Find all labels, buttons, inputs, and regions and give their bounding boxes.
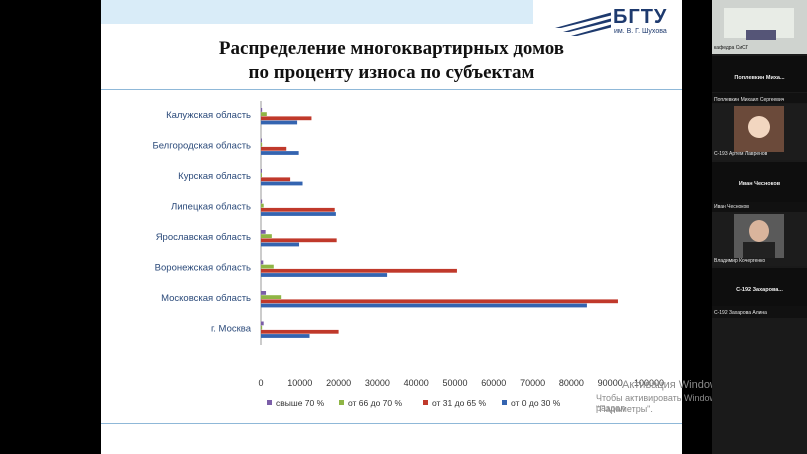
bar bbox=[261, 242, 300, 247]
bar bbox=[261, 112, 267, 116]
title-divider bbox=[101, 89, 682, 90]
bar bbox=[261, 230, 266, 234]
bar bbox=[261, 181, 303, 186]
bar bbox=[261, 334, 310, 338]
bar bbox=[261, 260, 264, 265]
participant-name: Поплевкин Михаил Сергеевич bbox=[714, 97, 785, 103]
participant-tile[interactable]: Поплевкин Миха... bbox=[712, 56, 807, 92]
legend-label: от 0 до 30 % bbox=[511, 398, 561, 408]
category-label: Липецкая область bbox=[171, 202, 251, 213]
participant-tile[interactable]: Иван Чесноков bbox=[712, 202, 807, 212]
category-label: Московская область bbox=[161, 293, 251, 304]
category-label: г. Москва bbox=[211, 324, 252, 335]
bar bbox=[261, 273, 388, 277]
bar bbox=[261, 303, 587, 308]
bar bbox=[261, 207, 335, 212]
bar bbox=[261, 169, 262, 173]
logo-subtitle: им. В. Г. Шухова bbox=[614, 28, 667, 35]
participant-name: С-193 Артем Лавренов bbox=[714, 151, 768, 157]
participants-panel[interactable]: кафедра СиСГ Поплевкин Миха... Поплевкин… bbox=[712, 0, 807, 454]
bar bbox=[261, 116, 312, 121]
slide-title-line-1: Распределение многоквартирных домов bbox=[218, 38, 565, 59]
participant-title: Иван Чесноков bbox=[738, 181, 781, 187]
legend-label: от 31 до 65 % bbox=[432, 398, 486, 408]
bar bbox=[261, 325, 263, 330]
logo-area bbox=[533, 0, 682, 40]
participant-name: кафедра СиСГ bbox=[714, 45, 749, 51]
logo-stripes-icon bbox=[555, 12, 611, 36]
participant-title: Поплевкин Миха... bbox=[734, 75, 785, 81]
bar bbox=[261, 173, 262, 177]
avatar bbox=[734, 214, 784, 258]
bar bbox=[261, 268, 457, 273]
x-tick-label: 60000 bbox=[481, 378, 506, 388]
x-tick-label: 90000 bbox=[598, 378, 623, 388]
legend-swatch bbox=[502, 400, 507, 405]
legend-swatch bbox=[423, 400, 428, 405]
participant-tile[interactable]: С-192 Захарова... bbox=[712, 268, 807, 306]
x-tick-label: 40000 bbox=[404, 378, 429, 388]
bar bbox=[261, 199, 263, 204]
activation-watermark-title: Активация Windows bbox=[622, 379, 724, 391]
x-tick-label: 50000 bbox=[442, 378, 467, 388]
bar bbox=[261, 203, 264, 208]
avatar bbox=[734, 106, 784, 152]
presentation-slide: БГТУ им. В. Г. Шухова Распределение мног… bbox=[101, 0, 682, 454]
footer-divider bbox=[101, 423, 682, 424]
bar bbox=[261, 142, 263, 147]
participant-tile[interactable]: С-192 Захарова Алина bbox=[712, 306, 807, 318]
participant-name: Владимир Кочергенко bbox=[714, 258, 766, 264]
category-label: Калужская область bbox=[166, 110, 251, 121]
category-label: Ярославская область bbox=[156, 232, 251, 243]
participant-video[interactable]: Владимир Кочергенко bbox=[712, 212, 807, 266]
participant-tile[interactable]: Иван Чесноков bbox=[712, 162, 807, 202]
slide-title-line-2: по проценту износа по субъектам bbox=[248, 62, 535, 83]
bar bbox=[261, 177, 291, 182]
category-label: Воронежская область bbox=[155, 263, 251, 274]
category-label: Курская область bbox=[178, 171, 251, 182]
x-tick-label: 0 bbox=[258, 378, 263, 388]
participant-name: С-192 Захарова Алина bbox=[714, 310, 767, 316]
bar bbox=[261, 120, 298, 125]
x-tick-label: 10000 bbox=[287, 378, 312, 388]
bar bbox=[261, 295, 282, 299]
bar-chart: Калужская область Белгородская область Кур… bbox=[152, 101, 664, 408]
bar bbox=[261, 108, 263, 112]
participant-video[interactable]: С-193 Артем Лавренов bbox=[712, 104, 807, 160]
legend-label: от 66 до 70 % bbox=[348, 398, 402, 408]
participant-title: С-192 Захарова... bbox=[736, 287, 783, 293]
activation-watermark-line: Чтобы активировать Windows, перейдите в … bbox=[596, 393, 777, 413]
bar bbox=[261, 146, 287, 151]
bar bbox=[261, 238, 337, 243]
x-tick-label: 70000 bbox=[520, 378, 545, 388]
logo-name: БГТУ bbox=[613, 6, 668, 28]
participant-name: Иван Чесноков bbox=[714, 204, 749, 210]
bar bbox=[261, 151, 299, 155]
legend-swatch bbox=[267, 400, 272, 405]
bar bbox=[261, 234, 272, 238]
bar bbox=[261, 264, 274, 269]
x-tick-label: 20000 bbox=[326, 378, 351, 388]
x-tick-label: 80000 bbox=[559, 378, 584, 388]
legend-label: свыше 70 % bbox=[276, 398, 325, 408]
bar bbox=[261, 299, 618, 304]
participant-tile[interactable]: Поплевкин Михаил Сергеевич bbox=[712, 93, 807, 103]
activation-watermark-line: "Параметры". bbox=[596, 404, 653, 414]
bar bbox=[261, 329, 339, 334]
bar bbox=[261, 321, 264, 326]
participant-video[interactable]: кафедра СиСГ bbox=[712, 0, 807, 54]
bar bbox=[261, 212, 336, 216]
bar bbox=[261, 291, 267, 295]
participant-figure bbox=[746, 30, 776, 40]
legend-swatch bbox=[339, 400, 344, 405]
category-label: Белгородская область bbox=[152, 141, 251, 152]
x-tick-label: 100000 bbox=[634, 378, 664, 388]
bar bbox=[261, 138, 262, 143]
x-tick-label: 30000 bbox=[365, 378, 390, 388]
